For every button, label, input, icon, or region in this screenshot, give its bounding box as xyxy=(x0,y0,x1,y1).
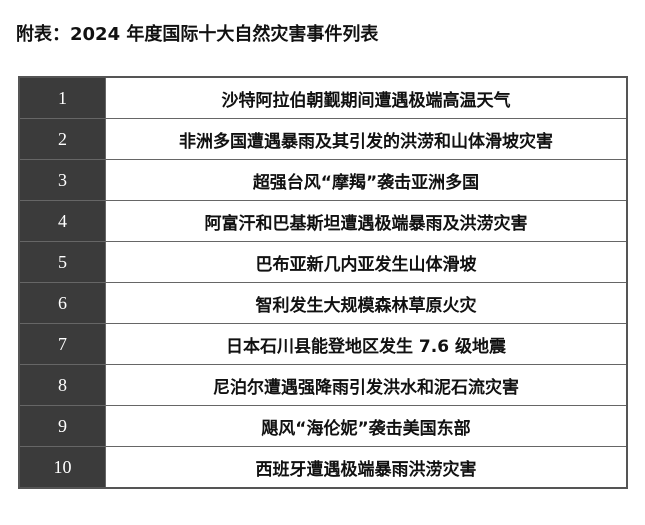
event-name: 西班牙遭遇极端暴雨洪涝灾害 xyxy=(105,446,628,489)
row-number: 9 xyxy=(18,405,106,447)
row-number: 1 xyxy=(18,76,106,119)
table-row: 2 非洲多国遭遇暴雨及其引发的洪涝和山体滑坡灾害 xyxy=(18,118,628,160)
row-number: 2 xyxy=(18,118,106,160)
row-number: 10 xyxy=(18,446,106,489)
row-number: 8 xyxy=(18,364,106,406)
row-number: 6 xyxy=(18,282,106,324)
table-row: 10 西班牙遭遇极端暴雨洪涝灾害 xyxy=(18,446,628,489)
event-name: 超强台风“摩羯”袭击亚洲多国 xyxy=(105,159,628,201)
event-name: 非洲多国遭遇暴雨及其引发的洪涝和山体滑坡灾害 xyxy=(105,118,628,160)
table-row: 4 阿富汗和巴基斯坦遭遇极端暴雨及洪涝灾害 xyxy=(18,200,628,242)
row-number: 7 xyxy=(18,323,106,365)
table-row: 7 日本石川县能登地区发生 7.6 级地震 xyxy=(18,323,628,365)
row-number: 5 xyxy=(18,241,106,283)
event-name: 飓风“海伦妮”袭击美国东部 xyxy=(105,405,628,447)
event-name: 智利发生大规模森林草原火灾 xyxy=(105,282,628,324)
row-number: 3 xyxy=(18,159,106,201)
event-name: 尼泊尔遭遇强降雨引发洪水和泥石流灾害 xyxy=(105,364,628,406)
row-number: 4 xyxy=(18,200,106,242)
event-name: 日本石川县能登地区发生 7.6 级地震 xyxy=(105,323,628,365)
table-row: 8 尼泊尔遭遇强降雨引发洪水和泥石流灾害 xyxy=(18,364,628,406)
table-row: 9 飓风“海伦妮”袭击美国东部 xyxy=(18,405,628,447)
event-name: 巴布亚新几内亚发生山体滑坡 xyxy=(105,241,628,283)
table-row: 1 沙特阿拉伯朝觐期间遭遇极端高温天气 xyxy=(18,76,628,119)
event-name: 阿富汗和巴基斯坦遭遇极端暴雨及洪涝灾害 xyxy=(105,200,628,242)
event-name: 沙特阿拉伯朝觐期间遭遇极端高温天气 xyxy=(105,76,628,119)
disaster-table: 1 沙特阿拉伯朝觐期间遭遇极端高温天气 2 非洲多国遭遇暴雨及其引发的洪涝和山体滑坡灾… xyxy=(18,76,628,489)
document-title: 附表：2024 年度国际十大自然灾害事件列表 xyxy=(16,24,379,45)
table-row: 5 巴布亚新几内亚发生山体滑坡 xyxy=(18,241,628,283)
table-row: 3 超强台风“摩羯”袭击亚洲多国 xyxy=(18,159,628,201)
table-row: 6 智利发生大规模森林草原火灾 xyxy=(18,282,628,324)
